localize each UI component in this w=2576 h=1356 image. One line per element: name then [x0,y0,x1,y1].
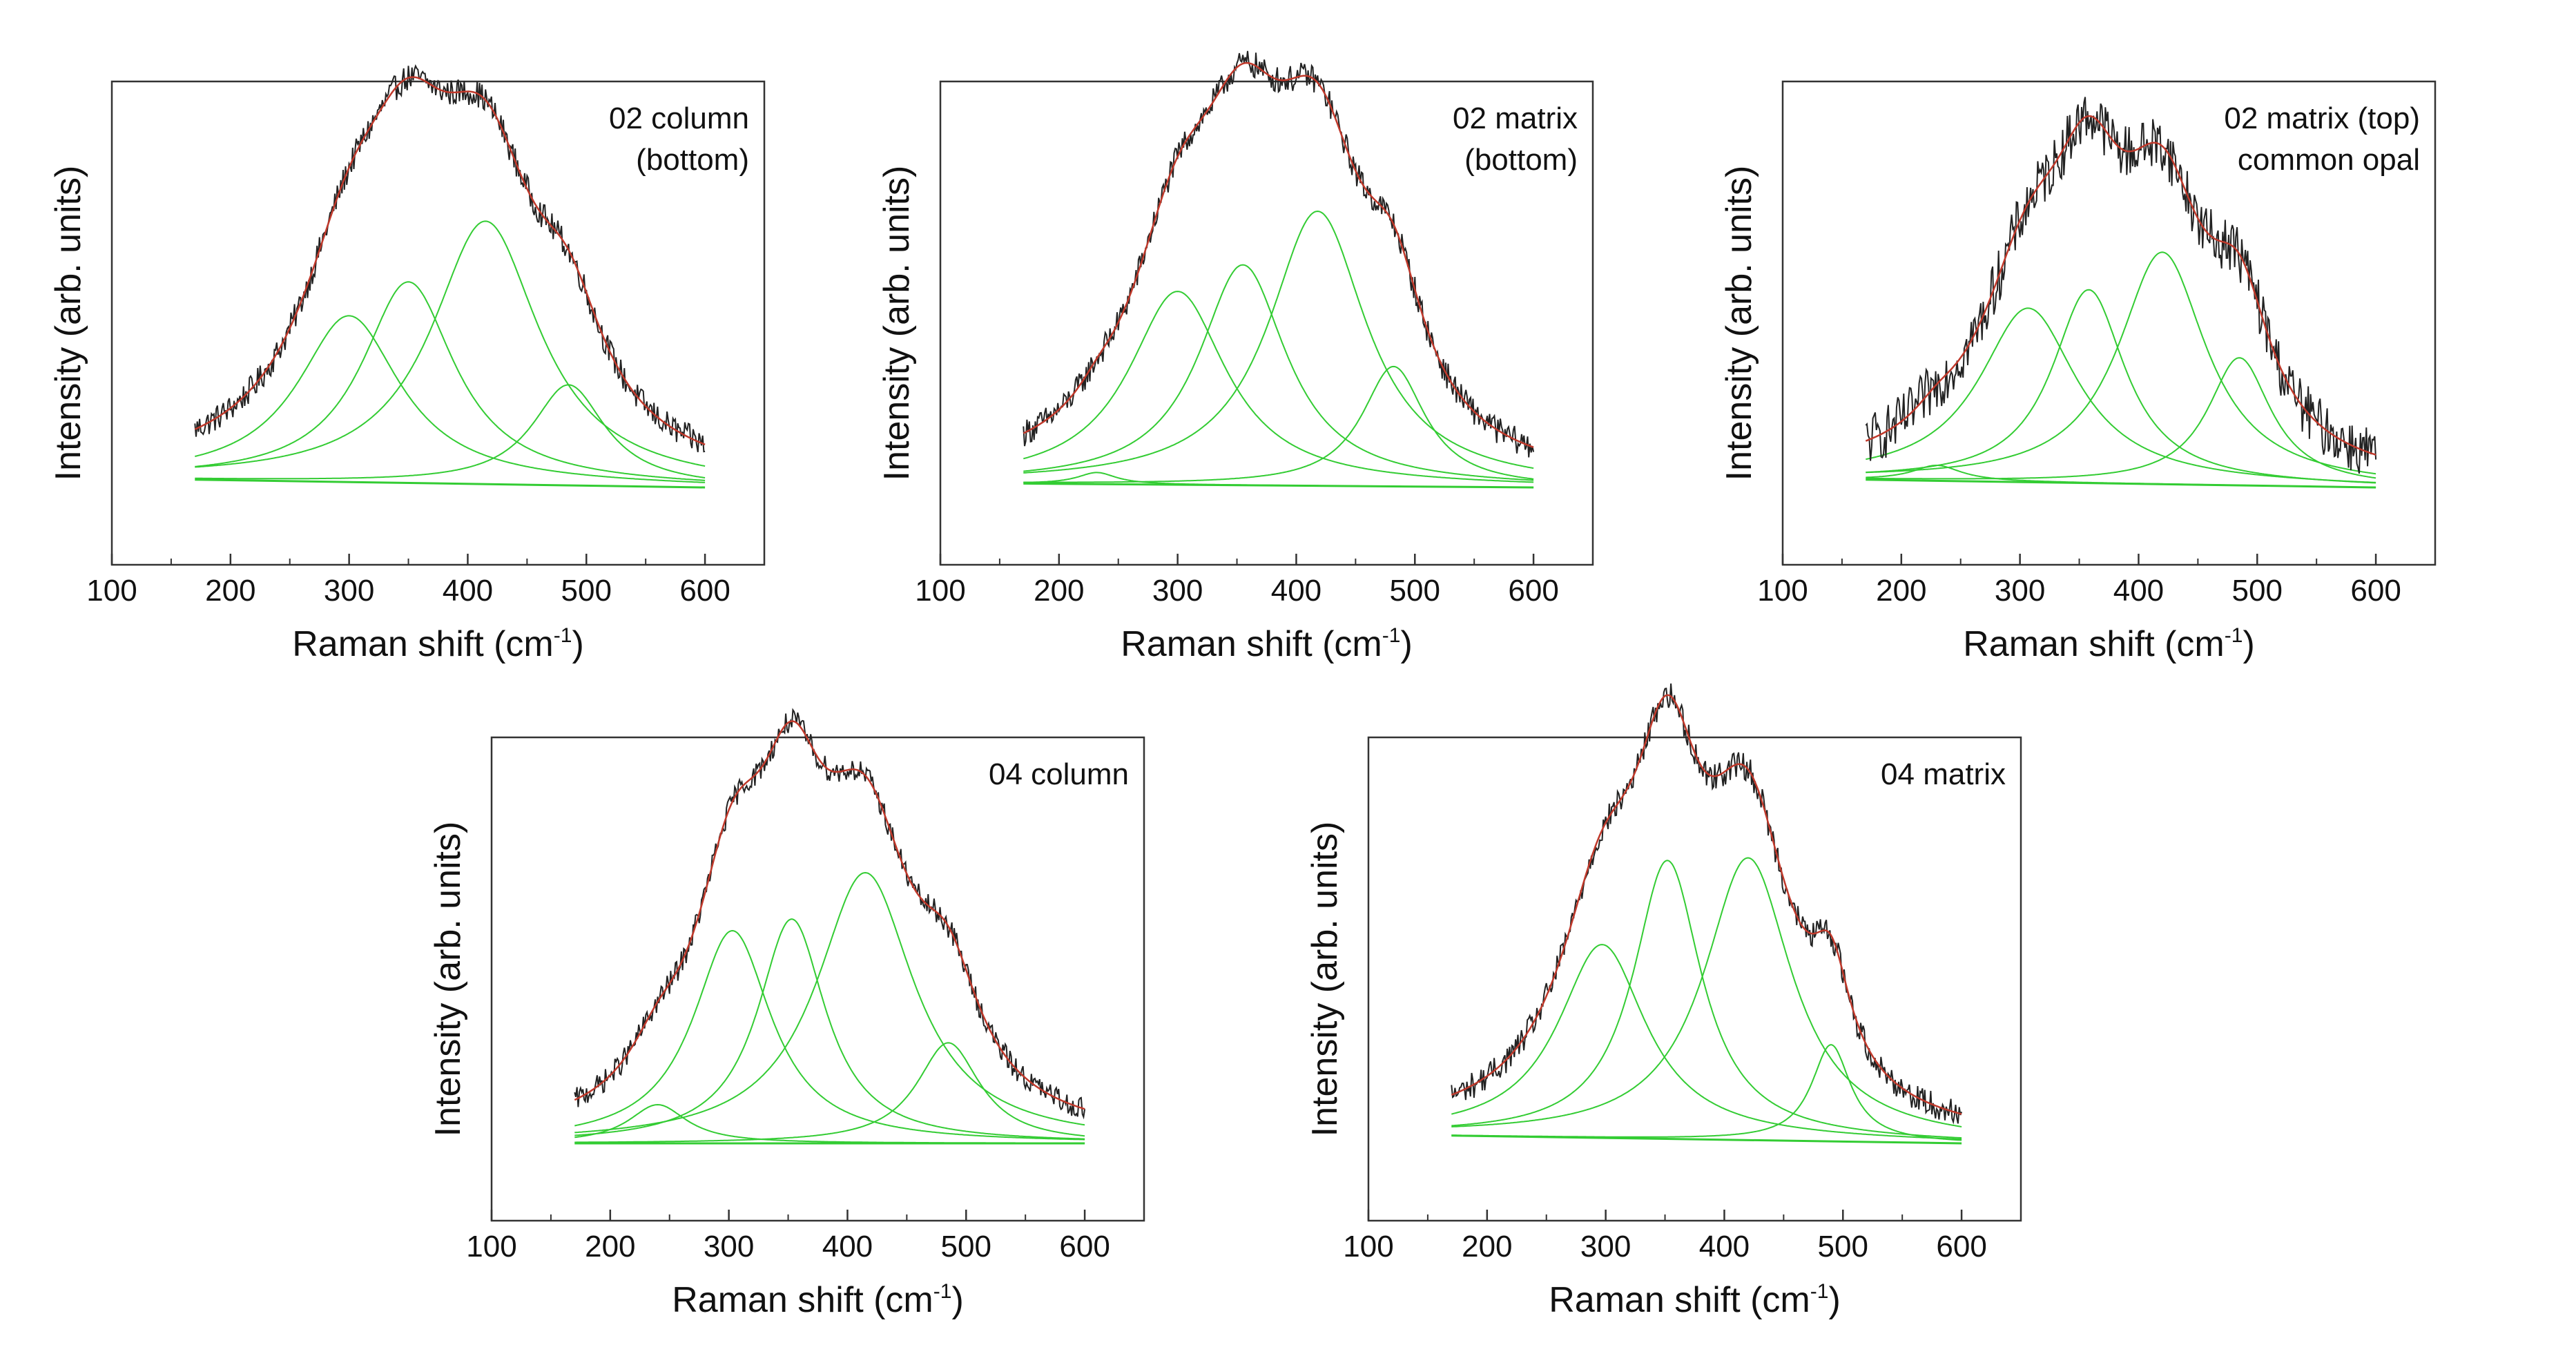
x-tick-label: 200 [585,1230,635,1263]
cumulative-fit [194,76,706,445]
component-peak-5 [1023,365,1534,483]
plot-frame [490,736,1145,1222]
component-peak-1 [1866,465,2376,488]
chart-panel-p4: 100 200 300 400 500 600 Raman shift (cm-1) Inte… [428,708,1145,1320]
component-peak-2 [1451,860,1962,1139]
x-tick-label: 500 [561,574,612,608]
cumulative-fit [1023,61,1534,448]
x-axis-title: Raman shift (cm-1) [672,1280,964,1320]
component-peak-5 [574,1042,1085,1143]
cumulative-fit [574,720,1085,1110]
x-tick-label: 100 [1757,574,1808,608]
x-tick-label: 400 [1699,1230,1750,1263]
measured-spectrum [1023,50,1535,458]
x-tick-label: 500 [2232,574,2283,608]
component-peak-1 [195,315,706,483]
x-tick-label: 200 [205,574,255,608]
x-axis-title: Raman shift (cm-1) [1963,624,2255,664]
component-peak-4 [1451,1044,1962,1141]
component-peak-3 [1451,857,1962,1127]
component-peak-3 [195,220,706,468]
x-tick-label: 400 [1271,574,1321,608]
x-tick-label: 400 [2113,574,2164,608]
sample-annotation: 04 matrix [1881,757,2006,791]
x-tick-label: 600 [679,574,730,608]
component-peak-4 [195,384,706,480]
sample-annotation: 02 column [609,101,749,135]
component-peak-2 [574,929,1085,1141]
x-tick-label: 500 [1818,1230,1868,1263]
chart-panel-p5: 100 200 300 400 500 600 Raman shift (cm-1) Inte… [1305,683,2022,1320]
component-peak-4 [574,871,1085,1134]
x-tick-label: 200 [1462,1230,1512,1263]
sample-annotation: 02 matrix (top) [2224,101,2420,135]
component-peak-4 [1866,251,2376,475]
component-peak-5 [1866,357,2376,480]
y-axis-title: Intensity (arb. units) [1719,166,1759,481]
component-peak-1 [574,1103,1085,1144]
chart-panel-p3: 100 200 300 400 500 600 Raman shift (cm-1) Inte… [1719,80,2437,664]
x-axis-title: Raman shift (cm-1) [1121,624,1413,664]
plot-frame [1781,80,2437,566]
x-tick-label: 300 [324,574,374,608]
component-peak-3 [1866,289,2376,484]
measured-spectrum [1451,683,1963,1125]
y-axis-title: Intensity (arb. units) [428,822,468,1137]
x-tick-label: 100 [915,574,965,608]
x-tick-label: 600 [1059,1230,1110,1263]
cumulative-fit [1451,694,1962,1115]
x-tick-label: 600 [1508,574,1558,608]
cumulative-fit [1865,115,2376,456]
component-peak-4 [1023,210,1534,474]
component-peak-1 [1451,944,1962,1140]
y-axis-title: Intensity (arb. units) [48,166,88,481]
sample-annotation: (bottom) [1464,143,1578,177]
measured-spectrum [1865,97,2377,474]
sample-annotation: (bottom) [636,143,749,177]
x-tick-label: 600 [1936,1230,1986,1263]
plot-frame [1367,736,2022,1222]
sample-annotation: 04 column [989,757,1129,791]
component-peak-2 [1023,291,1534,483]
sample-annotation: 02 matrix [1453,101,1578,135]
component-peak-2 [195,281,706,481]
plot-frame [939,80,1594,566]
x-axis-title: Raman shift (cm-1) [292,624,584,664]
chart-panel-p1: 100 200 300 400 500 600 Raman shift (cm-1) Inte… [48,64,766,664]
x-tick-label: 600 [2350,574,2401,608]
x-tick-label: 200 [1034,574,1084,608]
x-tick-label: 300 [1995,574,2045,608]
x-tick-label: 500 [1390,574,1440,608]
x-tick-label: 100 [466,1230,516,1263]
baseline-line [195,478,706,489]
x-tick-label: 300 [1580,1230,1631,1263]
x-tick-label: 200 [1876,574,1926,608]
x-tick-label: 300 [1152,574,1203,608]
x-axis-title: Raman shift (cm-1) [1549,1280,1841,1320]
component-peak-3 [1023,264,1534,481]
x-tick-label: 400 [443,574,493,608]
x-tick-label: 100 [86,574,137,608]
component-peak-1 [1023,472,1534,488]
x-tick-label: 100 [1343,1230,1393,1263]
x-tick-label: 300 [704,1230,754,1263]
x-tick-label: 500 [941,1230,991,1263]
x-tick-label: 400 [822,1230,873,1263]
chart-panel-p2: 100 200 300 400 500 600 Raman shift (cm-1) Inte… [877,50,1594,664]
y-axis-title: Intensity (arb. units) [1305,822,1345,1137]
sample-annotation: common opal [2238,143,2420,177]
y-axis-title: Intensity (arb. units) [877,166,917,481]
